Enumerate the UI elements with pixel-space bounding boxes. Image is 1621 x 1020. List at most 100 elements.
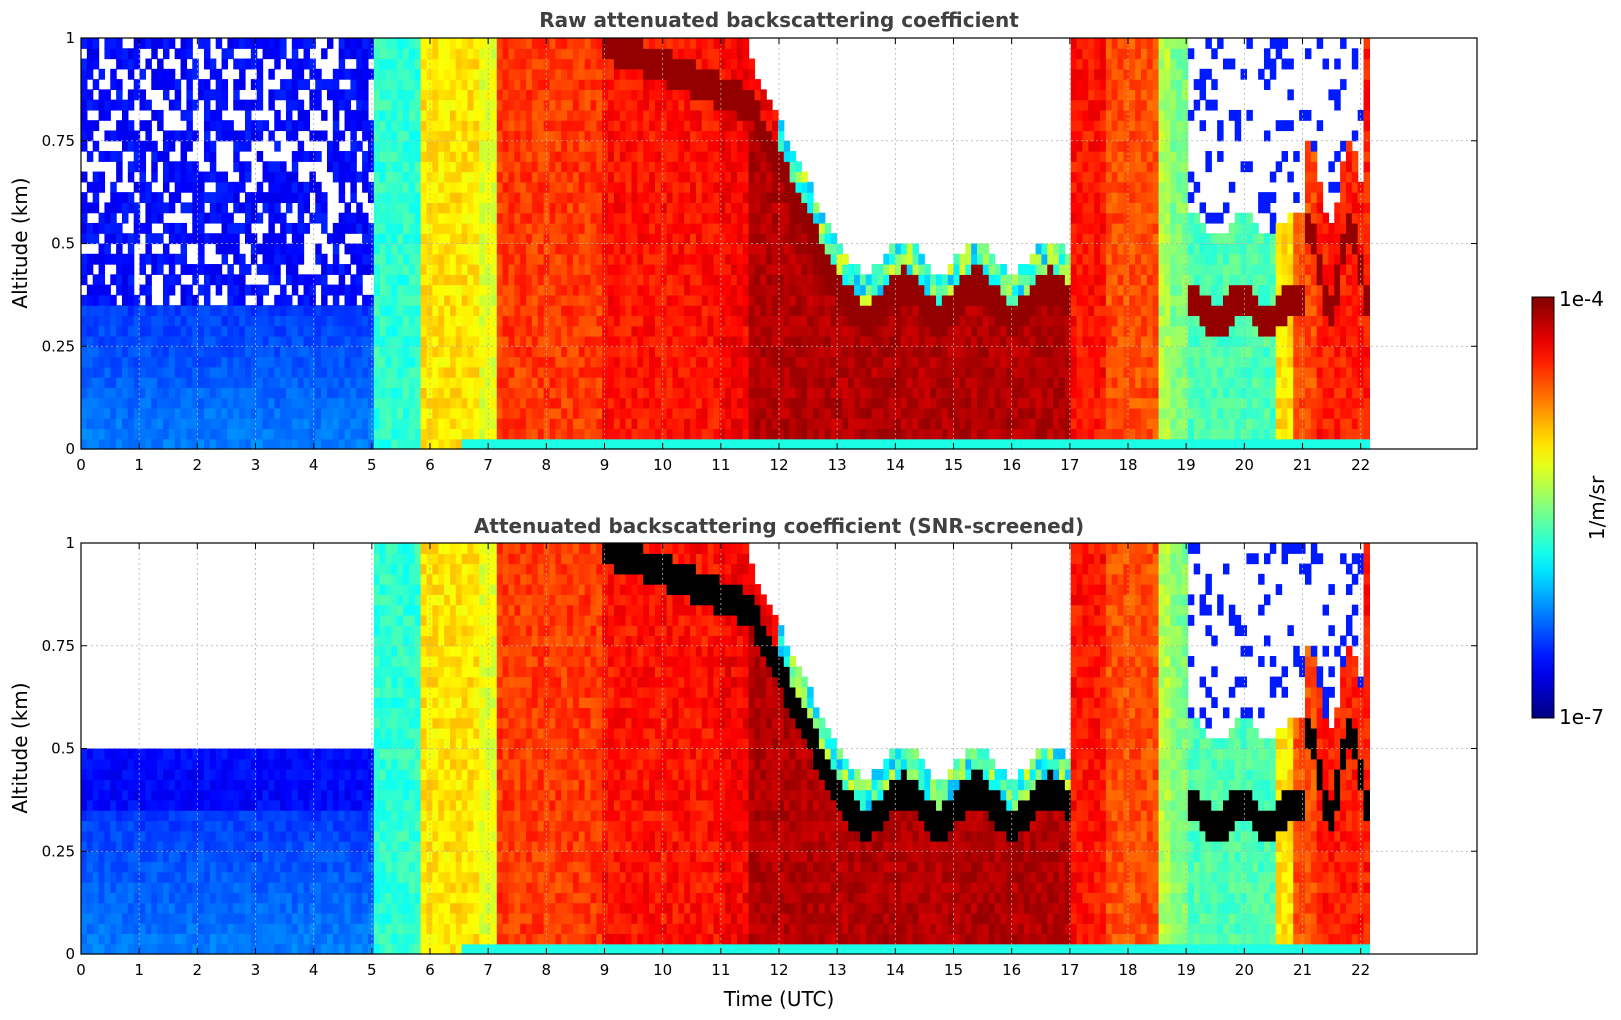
heatmap-cell: [116, 99, 123, 111]
heatmap-cell: [174, 233, 182, 245]
heatmap-cell: [168, 274, 176, 286]
heatmap-cell: [473, 68, 480, 80]
heatmap-cell: [110, 387, 117, 399]
heatmap-cell: [467, 48, 474, 60]
heatmap-cell: [385, 151, 392, 162]
heatmap-cell: [690, 192, 697, 204]
heatmap-cell: [209, 325, 217, 337]
heatmap-cell: [508, 151, 515, 162]
heatmap-cell: [631, 418, 638, 430]
heatmap-cell: [754, 89, 761, 101]
heatmap-cell: [192, 294, 199, 306]
heatmap-cell: [203, 171, 211, 183]
heatmap-cell: [104, 387, 111, 399]
heatmap-cell: [367, 366, 375, 378]
heatmap-cell: [285, 418, 293, 430]
heatmap-cell: [496, 233, 504, 245]
heatmap-cell: [233, 222, 240, 234]
heatmap-cell: [508, 109, 515, 121]
heatmap-cell: [162, 315, 170, 327]
heatmap-cell: [777, 397, 785, 409]
heatmap-cell: [930, 387, 937, 399]
heatmap-cell: [461, 38, 469, 49]
heatmap-cell: [742, 38, 750, 49]
heatmap-cell: [309, 181, 316, 193]
heatmap-cell: [104, 325, 111, 337]
heatmap-cell: [309, 366, 316, 378]
heatmap-cell: [291, 305, 299, 317]
heatmap-cell: [619, 68, 627, 80]
heatmap-cell: [168, 38, 176, 49]
heatmap-cell: [157, 68, 164, 80]
heatmap-cell: [444, 397, 451, 409]
heatmap-cell: [426, 202, 433, 214]
heatmap-cell: [531, 397, 539, 409]
heatmap-cell: [461, 387, 469, 399]
heatmap-cell: [637, 161, 644, 173]
heatmap-cell: [766, 109, 773, 121]
heatmap-cell: [104, 418, 111, 430]
heatmap-cell: [754, 346, 761, 358]
heatmap-cell: [168, 161, 176, 173]
heatmap-cell: [666, 99, 674, 111]
heatmap-cell: [701, 38, 709, 49]
heatmap-cell: [139, 264, 147, 275]
heatmap-cell: [490, 161, 498, 173]
heatmap-cell: [338, 264, 346, 275]
heatmap-cell: [707, 89, 715, 101]
heatmap-cell: [420, 377, 428, 388]
heatmap-cell: [233, 202, 240, 214]
heatmap-cell: [379, 140, 387, 152]
heatmap-cell: [531, 377, 539, 388]
heatmap-cell: [285, 377, 293, 388]
heatmap-cell: [444, 99, 451, 111]
heatmap-cell: [104, 356, 111, 368]
heatmap-cell: [766, 284, 773, 296]
heatmap-cell: [438, 294, 445, 306]
heatmap-cell: [479, 305, 486, 317]
heatmap-cell: [526, 366, 533, 378]
heatmap-cell: [678, 222, 685, 234]
heatmap-cell: [707, 356, 715, 368]
heatmap-cell: [690, 171, 697, 183]
heatmap-cell: [608, 253, 615, 265]
heatmap-cell: [859, 305, 867, 317]
heatmap-cell: [578, 397, 586, 409]
heatmap-cell: [455, 202, 463, 214]
heatmap-cell: [86, 315, 94, 327]
heatmap-cell: [619, 243, 627, 255]
heatmap-cell: [842, 397, 849, 409]
heatmap-cell: [760, 335, 767, 347]
heatmap-cell: [719, 79, 726, 90]
heatmap-cell: [578, 38, 586, 49]
heatmap-cell: [168, 253, 176, 265]
heatmap-cell: [883, 418, 890, 430]
heatmap-cell: [977, 438, 984, 450]
heatmap-cell: [520, 438, 527, 450]
heatmap-cell: [912, 428, 920, 440]
heatmap-cell: [818, 233, 826, 245]
heatmap-cell: [590, 233, 597, 245]
heatmap-cell: [637, 38, 644, 49]
heatmap-cell: [947, 264, 955, 275]
heatmap-cell: [701, 325, 709, 337]
heatmap-cell: [297, 407, 305, 419]
heatmap-cell: [801, 274, 808, 286]
heatmap-cell: [608, 130, 615, 142]
heatmap-cell: [461, 346, 469, 358]
heatmap-cell: [596, 253, 603, 265]
heatmap-cell: [344, 407, 351, 419]
heatmap-cell: [467, 58, 474, 70]
heatmap-cell: [690, 315, 697, 327]
heatmap-cell: [613, 428, 621, 440]
heatmap-cell: [139, 161, 147, 173]
heatmap-cell: [285, 335, 293, 347]
heatmap-cell: [672, 294, 679, 306]
heatmap-cell: [754, 335, 761, 347]
heatmap-cell: [584, 151, 592, 162]
heatmap-cell: [695, 325, 703, 337]
heatmap-cell: [233, 335, 240, 347]
heatmap-cell: [959, 356, 966, 368]
heatmap-cell: [982, 418, 990, 430]
heatmap-cell: [356, 397, 363, 409]
